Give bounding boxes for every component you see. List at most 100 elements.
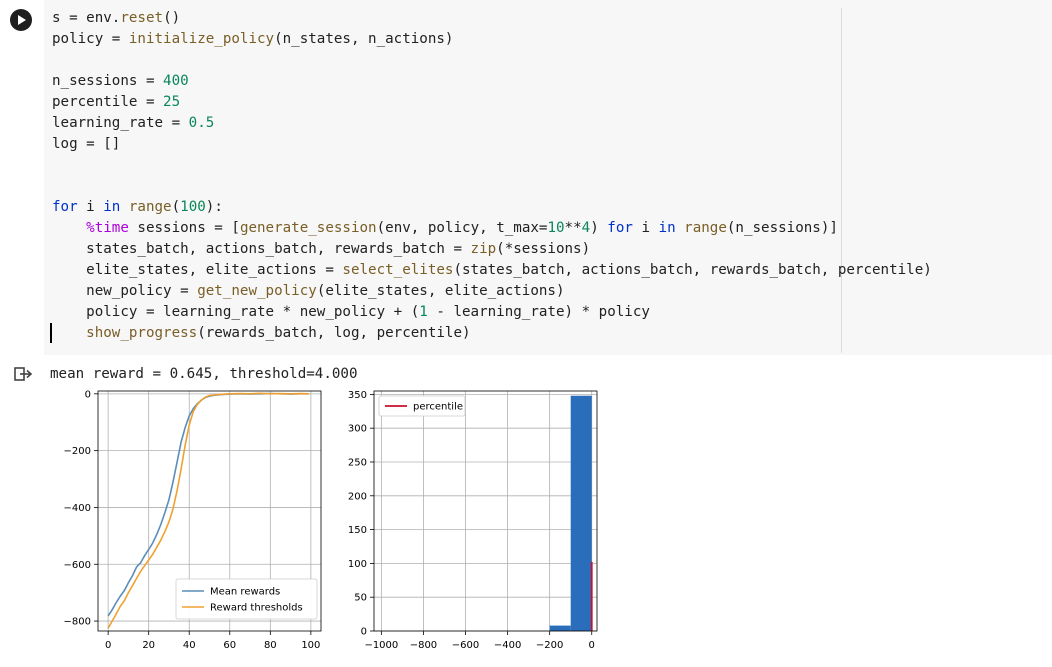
- text-cursor: [50, 323, 52, 343]
- code-token: in: [658, 220, 676, 236]
- code-token: for: [607, 220, 633, 236]
- y-tick-label: 0: [361, 627, 367, 638]
- code-line: [52, 155, 932, 176]
- code-token: 100: [180, 199, 206, 215]
- x-tick-label: 20: [142, 640, 155, 651]
- y-tick-label: 200: [348, 491, 367, 502]
- code-token: 25: [163, 94, 181, 110]
- code-token: s = env.: [52, 10, 121, 26]
- output-text: mean reward = 0.645, threshold=4.000: [50, 366, 358, 382]
- code-token: ):: [205, 199, 223, 215]
- y-tick-label: −800: [64, 617, 91, 628]
- series-line-reward-thresholds: [107, 392, 309, 629]
- output-arrow-icon: [14, 367, 33, 381]
- code-editor[interactable]: s = env.reset () policy = initialize_polic…: [44, 0, 1052, 355]
- x-tick-label: −600: [452, 640, 479, 651]
- x-tick-label: 0: [589, 640, 595, 651]
- code-token: (states_batch, actions_batch, rewards_ba…: [453, 262, 932, 278]
- y-tick-label: 0: [85, 389, 91, 400]
- code-token: 1: [419, 304, 428, 320]
- code-token: (n_states, n_actions): [274, 31, 454, 47]
- code-token: range: [128, 199, 172, 215]
- y-tick-label: −200: [64, 446, 91, 457]
- code-line: policy = initialize_policy(n_states, n_a…: [52, 29, 932, 50]
- plot-frame: [373, 390, 598, 632]
- code-token: show_progress: [86, 325, 198, 341]
- code-line: policy = learning_rate * new_policy + (1…: [52, 302, 932, 323]
- code-token: **: [564, 220, 582, 236]
- code-token: reset: [120, 10, 164, 26]
- y-tick-label: 100: [348, 559, 367, 570]
- code-line: elite_states, elite_actions = select_eli…: [52, 260, 932, 281]
- code-token: 400: [163, 73, 189, 89]
- code-token: ): [590, 220, 608, 236]
- code-token: in: [103, 199, 121, 215]
- code-token: (rewards_batch, log, percentile): [197, 325, 471, 341]
- plot-frame: [97, 390, 322, 632]
- line-length-ruler: [841, 8, 842, 353]
- reward-histogram: −1000 −800 −600 −400 −200 0 0 50 100 150 200 250 300…: [348, 390, 598, 651]
- code-token: policy =: [52, 31, 129, 47]
- code-token: generate_session: [239, 220, 377, 236]
- code-token: log = []: [52, 136, 121, 152]
- code-token: [120, 199, 129, 215]
- code-token: i: [632, 220, 659, 236]
- x-tick-label: 80: [264, 640, 277, 651]
- legend-label: Reward thresholds: [210, 603, 303, 614]
- histogram-bar: [570, 395, 592, 631]
- y-tick-label: 300: [348, 424, 367, 435]
- code-token: 10: [547, 220, 565, 236]
- legend-label: percentile: [413, 402, 463, 413]
- y-tick-label: 150: [348, 525, 367, 536]
- code-token: [52, 325, 86, 341]
- x-tick-label: −800: [410, 640, 437, 651]
- code-line: percentile = 25: [52, 92, 932, 113]
- x-tick-label: 60: [223, 640, 236, 651]
- code-token: elite_states, elite_actions =: [52, 262, 343, 278]
- legend-box: [175, 578, 318, 620]
- code-text[interactable]: s = env.reset () policy = initialize_polic…: [52, 8, 932, 344]
- reward-line-chart: 0 20 40 60 80 100 0 −200 −400 −600 −800 Mean reward…: [64, 389, 322, 651]
- code-token: (: [171, 199, 181, 215]
- play-icon: [18, 15, 26, 25]
- code-line: [52, 50, 932, 71]
- legend-label: Mean rewards: [210, 587, 280, 598]
- code-cell[interactable]: s = env.reset () policy = initialize_polic…: [0, 0, 1052, 355]
- code-line: n_sessions = 400: [52, 71, 932, 92]
- x-tick-label: 40: [183, 640, 196, 651]
- code-token: states_batch, actions_batch, rewards_bat…: [52, 241, 471, 257]
- y-tick-label: 350: [348, 390, 367, 401]
- code-token: for: [52, 199, 78, 215]
- code-line: [52, 176, 932, 197]
- run-cell-button[interactable]: [10, 9, 32, 31]
- code-token: 4: [581, 220, 591, 236]
- code-token: (env, policy, t_max=: [376, 220, 548, 236]
- y-tick-label: −400: [64, 503, 91, 514]
- x-tick-label: 100: [301, 640, 320, 651]
- histogram-bar: [549, 625, 571, 631]
- cell-gutter: [0, 0, 44, 355]
- code-token: initialize_policy: [128, 31, 275, 47]
- x-tick-label: −200: [536, 640, 563, 651]
- code-token: policy = learning_rate * new_policy + (: [52, 304, 420, 320]
- x-tick-label: −400: [494, 640, 521, 651]
- x-tick-label: −1000: [364, 640, 398, 651]
- code-line: learning_rate = 0.5: [52, 113, 932, 134]
- code-token: [676, 220, 685, 236]
- code-token: (*sessions): [496, 241, 591, 257]
- code-token: get_new_policy: [197, 283, 317, 299]
- plot-area: [374, 391, 597, 631]
- code-line: new_policy = get_new_policy(elite_states…: [52, 281, 932, 302]
- code-token: sessions = [: [128, 220, 240, 236]
- code-line: for i in range(100):: [52, 197, 932, 218]
- code-token: [52, 220, 86, 236]
- code-token: range: [684, 220, 727, 236]
- code-line: log = []: [52, 134, 932, 155]
- y-tick-label: −600: [64, 560, 91, 571]
- code-token: select_elites: [342, 262, 454, 278]
- code-token: %time: [86, 220, 129, 236]
- y-tick-label: 250: [348, 457, 367, 468]
- code-line: %time sessions = [generate_session(env, …: [52, 218, 932, 239]
- legend-box: [378, 395, 466, 417]
- code-token: n_sessions =: [52, 73, 164, 89]
